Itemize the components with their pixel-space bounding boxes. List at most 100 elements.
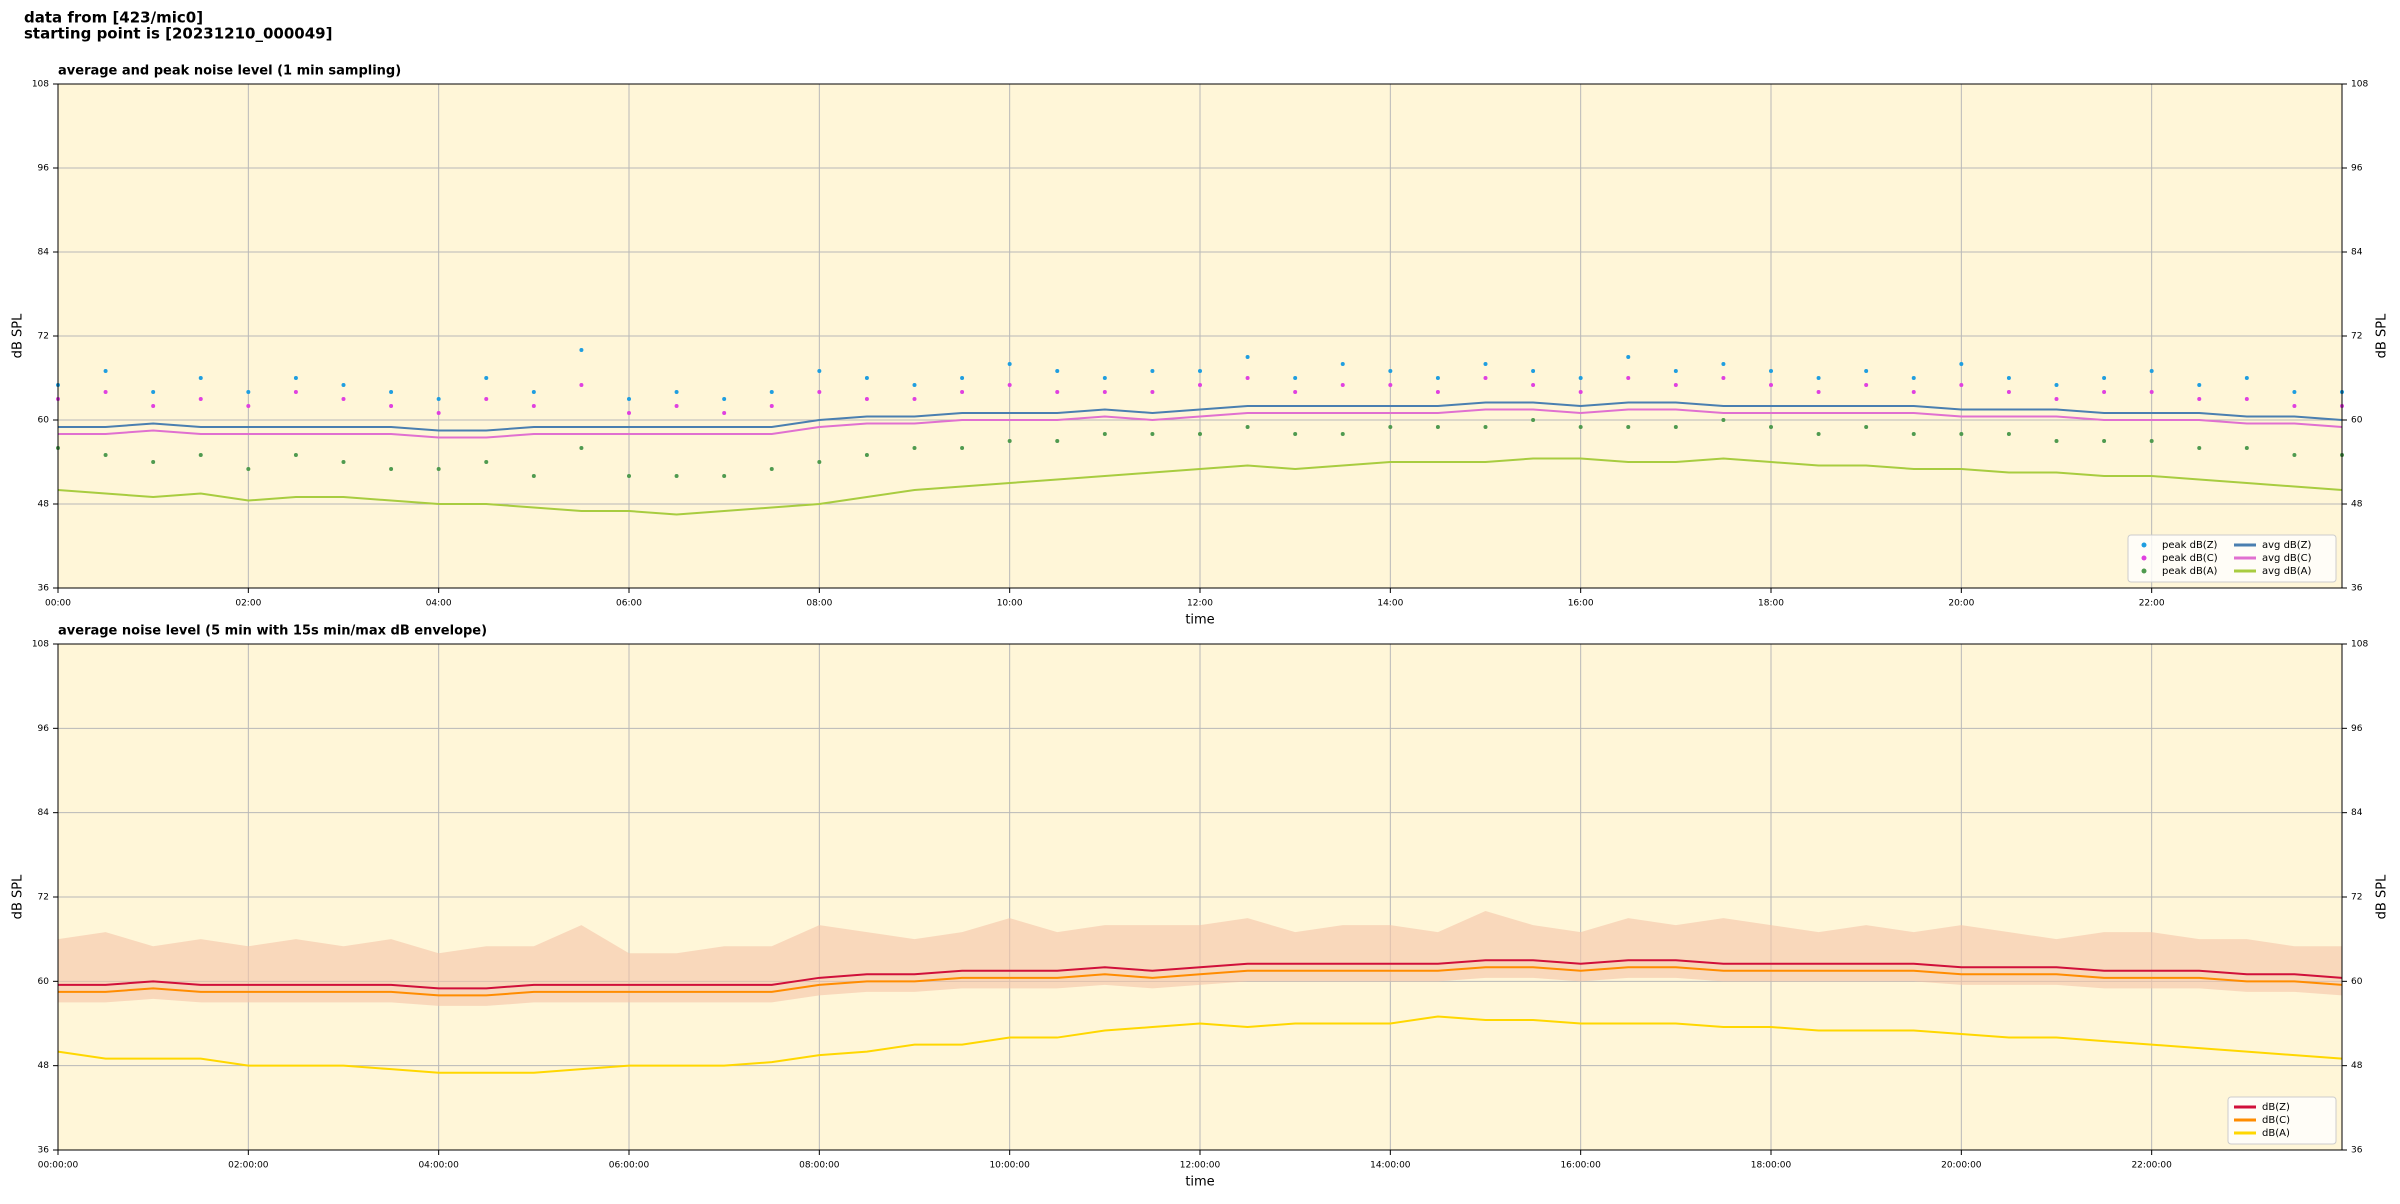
y-tick-label: 36 bbox=[2351, 584, 2363, 594]
x-tick-label: 00:00:00 bbox=[38, 1161, 79, 1171]
plot-frame bbox=[57, 83, 2343, 589]
peak-point bbox=[436, 467, 441, 471]
peak-point bbox=[1102, 432, 1107, 436]
peak-point bbox=[722, 397, 727, 401]
peak-point bbox=[2149, 390, 2154, 394]
peak-point bbox=[1435, 425, 1440, 429]
peak-point bbox=[627, 474, 631, 478]
peak-point bbox=[389, 390, 394, 394]
peak-point bbox=[2102, 439, 2107, 443]
x-axis-label: time bbox=[1185, 1175, 1214, 1190]
peak-point bbox=[1293, 390, 1298, 394]
y-tick-label: 48 bbox=[38, 1061, 50, 1071]
legend-marker bbox=[2141, 555, 2147, 561]
peak-point bbox=[2102, 390, 2107, 394]
peak-point bbox=[198, 397, 203, 401]
y-tick-label: 72 bbox=[38, 332, 49, 342]
peak-point bbox=[198, 376, 203, 380]
peak-point bbox=[1340, 362, 1345, 366]
peak-point bbox=[1340, 432, 1345, 436]
peak-point bbox=[2054, 439, 2059, 443]
peak-point bbox=[1245, 376, 1250, 380]
y-tick-label: 84 bbox=[38, 808, 50, 818]
y-tick-label: 60 bbox=[2351, 416, 2363, 426]
peak-point bbox=[2292, 390, 2297, 394]
legend-label: avg dB(Z) bbox=[2262, 540, 2312, 551]
peak-point bbox=[674, 474, 679, 478]
peak-point bbox=[2006, 376, 2011, 380]
peak-point bbox=[1816, 390, 1821, 394]
peak-point bbox=[531, 390, 536, 394]
chart-title: average noise level (5 min with 15s min/… bbox=[58, 624, 487, 639]
peak-point bbox=[1673, 383, 1678, 387]
peak-point bbox=[1626, 425, 1631, 429]
series-line bbox=[58, 959, 2343, 990]
series-line bbox=[57, 1015, 2343, 1074]
x-tick-label: 08:00:00 bbox=[799, 1161, 840, 1171]
x-tick-label: 22:00 bbox=[2139, 599, 2165, 609]
legend-label: avg dB(A) bbox=[2262, 566, 2312, 577]
y-tick-label: 48 bbox=[2351, 500, 2363, 510]
peak-point bbox=[1959, 383, 1964, 387]
x-tick-label: 10:00:00 bbox=[989, 1161, 1030, 1171]
peak-point bbox=[2102, 376, 2107, 380]
x-axis-label: time bbox=[1185, 613, 1214, 628]
peak-point bbox=[2149, 439, 2154, 443]
peak-point bbox=[1293, 432, 1298, 436]
peak-point bbox=[1959, 432, 1964, 436]
peak-point bbox=[2006, 432, 2011, 436]
peak-point bbox=[2054, 397, 2059, 401]
series-line bbox=[58, 408, 2343, 439]
peak-point bbox=[1102, 376, 1107, 380]
peak-point bbox=[864, 397, 869, 401]
peak-point bbox=[1769, 383, 1773, 387]
peak-point bbox=[1911, 432, 1916, 436]
peak-point bbox=[2244, 446, 2249, 450]
peak-point bbox=[1721, 376, 1726, 380]
peak-point bbox=[1150, 390, 1155, 394]
peak-point bbox=[1055, 369, 1060, 373]
peak-point bbox=[341, 397, 346, 401]
peak-point bbox=[674, 390, 679, 394]
plot-frame bbox=[57, 643, 2343, 1151]
peak-point bbox=[293, 376, 298, 380]
y-tick-label: 96 bbox=[38, 164, 50, 174]
x-tick-label: 02:00:00 bbox=[228, 1161, 269, 1171]
y-tick-label: 108 bbox=[2351, 80, 2368, 90]
peak-point bbox=[2054, 383, 2059, 387]
peak-point bbox=[151, 404, 156, 408]
envelope bbox=[58, 911, 2342, 1006]
y-axis-label: dB SPL bbox=[2375, 874, 2390, 919]
peak-point bbox=[246, 404, 251, 408]
chart-title: average and peak noise level (1 min samp… bbox=[58, 64, 401, 79]
peak-point bbox=[341, 460, 346, 464]
peak-point bbox=[1293, 376, 1298, 380]
series-line bbox=[57, 457, 2343, 516]
peak-point bbox=[1578, 390, 1583, 394]
x-tick-label: 20:00:00 bbox=[1941, 1161, 1982, 1171]
peak-point bbox=[1673, 369, 1678, 373]
peak-point bbox=[293, 453, 298, 457]
peak-point bbox=[1959, 362, 1964, 366]
header-line: starting point is [20231210_000049] bbox=[24, 25, 332, 43]
peak-point bbox=[1388, 425, 1393, 429]
peak-point bbox=[436, 411, 441, 415]
legend-marker bbox=[2141, 568, 2147, 574]
series-line bbox=[58, 966, 2343, 997]
peak-point bbox=[1769, 369, 1773, 373]
peak-point bbox=[960, 446, 965, 450]
header-line: data from [423/mic0] bbox=[24, 9, 203, 27]
x-tick-label: 14:00:00 bbox=[1370, 1161, 1411, 1171]
peak-point bbox=[1531, 383, 1536, 387]
peak-point bbox=[1483, 376, 1488, 380]
peak-point bbox=[1578, 376, 1583, 380]
peak-point bbox=[2197, 446, 2202, 450]
y-tick-label: 36 bbox=[38, 584, 50, 594]
y-tick-label: 72 bbox=[2351, 332, 2362, 342]
x-tick-label: 18:00:00 bbox=[1751, 1161, 1792, 1171]
peak-point bbox=[817, 460, 822, 464]
peak-point bbox=[531, 474, 536, 478]
y-axis-label: dB SPL bbox=[11, 874, 26, 919]
peak-point bbox=[341, 383, 346, 387]
